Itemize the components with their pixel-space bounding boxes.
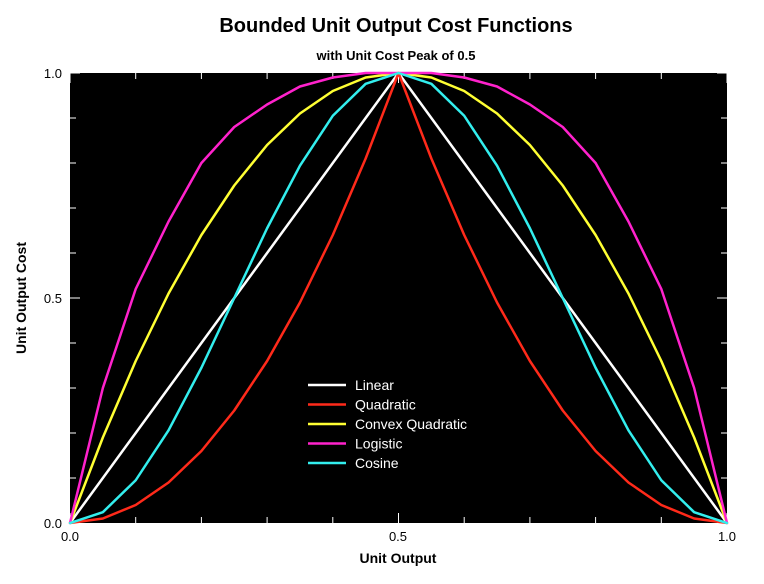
legend-label-linear: Linear	[355, 377, 394, 393]
y-tick-label-2: 1.0	[44, 66, 62, 81]
y-tick-label-0: 0.0	[44, 516, 62, 531]
x-tick-label-2: 1.0	[718, 529, 736, 544]
legend-label-convex-quadratic: Convex Quadratic	[355, 416, 467, 432]
x-axis-label: Unit Output	[360, 550, 437, 566]
chart-subtitle: with Unit Cost Peak of 0.5	[316, 48, 476, 63]
plot-area	[70, 73, 727, 523]
legend: Linear Quadratic Convex Quadratic Logistic C…	[308, 377, 467, 471]
y-axis-label: Unit Output Cost	[13, 242, 29, 354]
legend-label-logistic: Logistic	[355, 436, 402, 452]
series-lines	[68, 71, 729, 525]
x-tick-label-0: 0.0	[61, 529, 79, 544]
legend-label-quadratic: Quadratic	[355, 397, 416, 413]
chart-title: Bounded Unit Output Cost Functions	[219, 15, 572, 37]
y-tick-label-1: 0.5	[44, 291, 62, 306]
legend-label-cosine: Cosine	[355, 455, 399, 471]
series-line-cosine	[68, 71, 729, 525]
x-tick-label-1: 0.5	[389, 529, 407, 544]
